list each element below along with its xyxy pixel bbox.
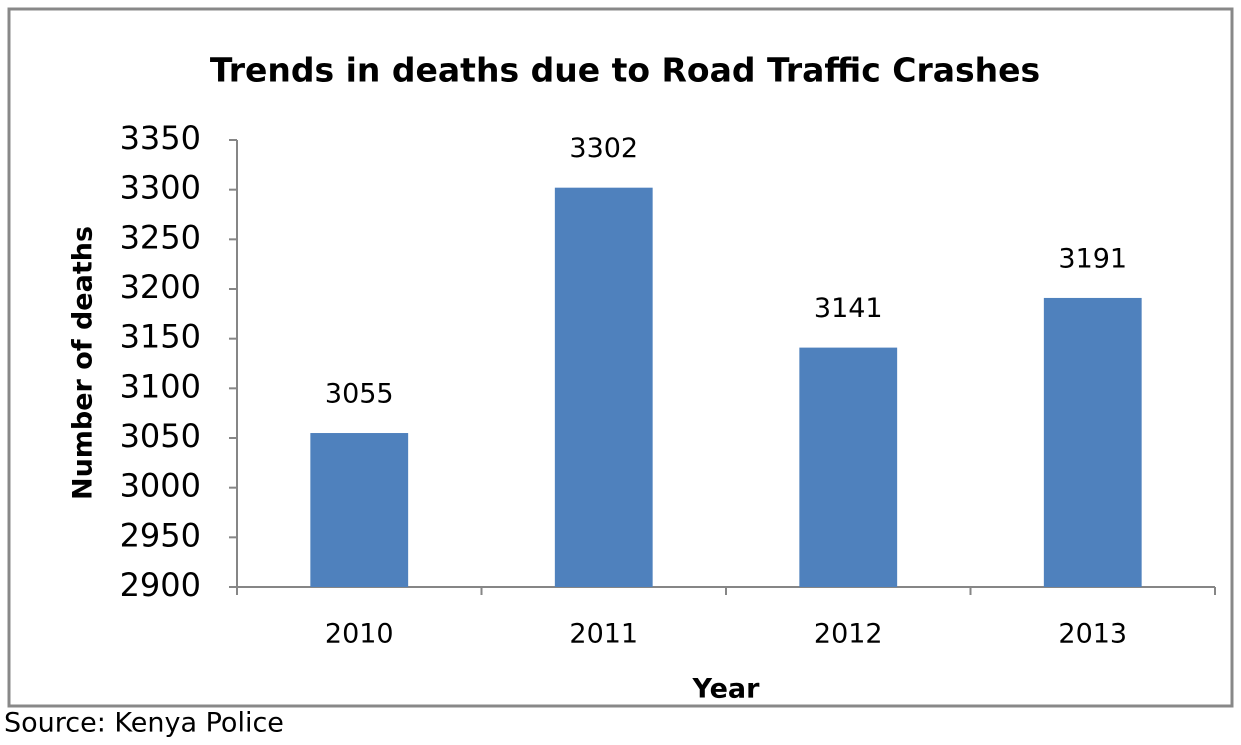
bar	[799, 347, 898, 587]
data-label: 3302	[569, 133, 638, 164]
y-tick-label: 3200	[120, 268, 201, 306]
y-tick-label: 3350	[120, 119, 201, 157]
y-tick-label: 3000	[120, 467, 201, 505]
x-tick-label: 2013	[1058, 619, 1127, 650]
chart-title: Trends in deaths due to Road Traffic Cra…	[210, 51, 1040, 90]
data-label: 3055	[325, 379, 394, 410]
y-tick-label: 3300	[120, 169, 201, 207]
y-tick-label: 3150	[120, 318, 201, 356]
y-tick-label: 3250	[120, 218, 201, 256]
data-label: 3141	[814, 293, 883, 324]
data-label: 3191	[1058, 243, 1127, 274]
y-tick-label: 3100	[120, 367, 201, 405]
x-tick-label: 2010	[325, 619, 394, 650]
bar	[1043, 297, 1142, 587]
x-tick-label: 2011	[569, 619, 638, 650]
bar	[310, 433, 409, 587]
y-tick-label: 2900	[120, 566, 201, 604]
y-tick-label: 2950	[120, 516, 201, 554]
x-axis-label: Year	[692, 674, 761, 705]
y-axis-label: Number of deaths	[68, 226, 99, 500]
source-note: Source: Kenya Police	[4, 708, 284, 739]
x-tick-label: 2012	[814, 619, 883, 650]
y-tick-label: 3050	[120, 417, 201, 455]
bar	[554, 187, 653, 587]
